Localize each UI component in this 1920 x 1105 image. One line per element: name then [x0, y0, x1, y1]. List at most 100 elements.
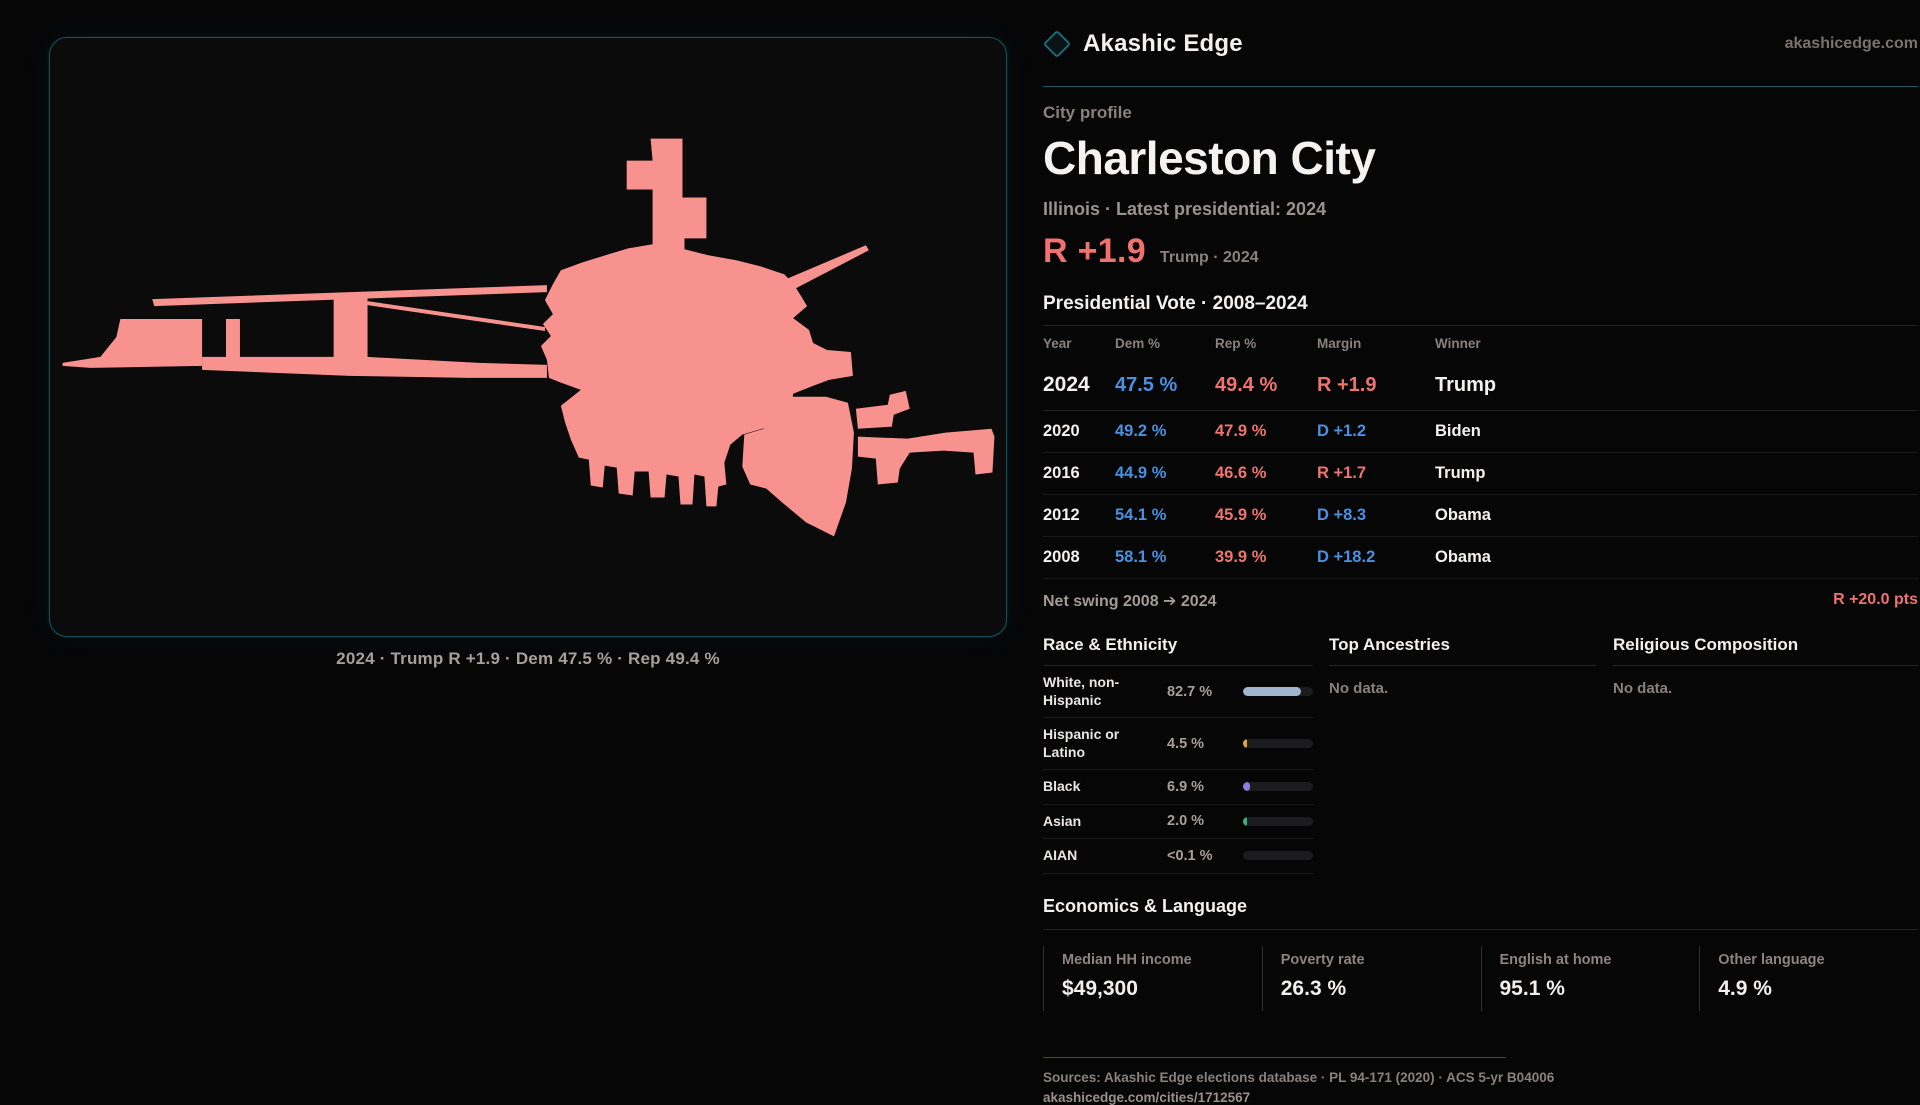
cell-year: 2020 — [1043, 422, 1080, 440]
city-shape-se-main — [742, 396, 854, 537]
stat-median-hh-income: Median HH income $49,300 — [1043, 945, 1262, 1011]
city-shape-west-block — [62, 319, 203, 368]
col-rep: Rep % — [1215, 336, 1257, 351]
cell-year: 2012 — [1043, 506, 1080, 524]
margin-headline-row: R +1.9 Trump · 2024 — [1043, 232, 1918, 271]
cell-margin: R +1.9 — [1317, 374, 1377, 396]
cell-margin: D +18.2 — [1317, 548, 1376, 566]
top-ancestries-title: Top Ancestries — [1329, 627, 1597, 666]
cell-year: 2024 — [1043, 373, 1090, 396]
city-shape-se-hook — [855, 390, 910, 429]
cell-winner: Obama — [1435, 548, 1491, 566]
cell-dem: 58.1 % — [1115, 548, 1167, 566]
net-swing-label: Net swing 2008 ➔ 2024 — [1043, 593, 1217, 610]
race-bar-fill — [1243, 782, 1250, 792]
permalink[interactable]: akashicedge.com/cities/1712567 — [1043, 1089, 1251, 1105]
brand: Akashic Edge — [1042, 29, 1243, 59]
net-swing-value: R +20.0 pts — [1833, 591, 1918, 608]
cell-winner: Biden — [1435, 422, 1481, 440]
stat-english-at-home: English at home 95.1 % — [1480, 945, 1700, 1011]
stat-poverty-rate: Poverty rate 26.3 % — [1261, 945, 1481, 1011]
race-label: Hispanic or Latino — [1043, 726, 1120, 760]
race-bar — [1243, 687, 1313, 696]
col-dem: Dem % — [1115, 336, 1161, 351]
city-shape-west-chunk — [333, 295, 368, 369]
cell-dem: 44.9 % — [1115, 464, 1167, 482]
vote-row-2012: 2012 54.1 % 45.9 % D +8.3 Obama — [1043, 495, 1918, 537]
religion-no-data: No data. — [1613, 680, 1673, 697]
panel-header: Akashic Edge akashicedge.com — [1042, 29, 1918, 87]
vote-row-2016: 2016 44.9 % 46.6 % R +1.7 Trump — [1043, 453, 1918, 495]
eyebrow: City profile — [1043, 103, 1132, 122]
vote-table: Year Dem % Rep % Margin Winner 2024 47.5 … — [1043, 325, 1918, 579]
margin-note: Trump · 2024 — [1159, 249, 1259, 266]
race-bar — [1243, 739, 1313, 748]
race-bar — [1243, 816, 1313, 826]
vote-table-body: 2024 47.5 % 49.4 % R +1.9 Trump 2020 49.2 % 47.… — [1043, 360, 1918, 579]
demographic-columns: Race & Ethnicity White, non-Hispanic 82.7… — [1043, 627, 1918, 874]
cell-rep: 46.6 % — [1215, 464, 1267, 482]
race-value: 4.5 % — [1167, 735, 1205, 752]
cell-dem: 54.1 % — [1115, 506, 1167, 524]
diamond-icon — [1042, 29, 1072, 59]
footer-rule — [1043, 1056, 1506, 1058]
vote-table-title: Presidential Vote · 2008–2024 — [1043, 293, 1308, 314]
race-ethnicity-title: Race & Ethnicity — [1043, 627, 1313, 666]
col-year: Year — [1043, 336, 1072, 351]
stat-value: 26.3 % — [1280, 976, 1347, 1000]
race-label: White, non-Hispanic — [1043, 674, 1120, 708]
cell-margin: D +8.3 — [1317, 506, 1367, 524]
religious-composition-title: Religious Composition — [1613, 627, 1918, 666]
race-value: 2.0 % — [1167, 813, 1205, 830]
city-map — [62, 138, 995, 537]
economics-title: Economics & Language — [1043, 896, 1918, 930]
brand-name: Akashic Edge — [1083, 30, 1243, 57]
race-label: Black — [1043, 778, 1081, 794]
cell-dem: 47.5 % — [1115, 374, 1178, 396]
cell-rep: 47.9 % — [1215, 422, 1267, 440]
stat-label: Poverty rate — [1280, 951, 1365, 968]
race-bar — [1243, 782, 1313, 792]
cell-year: 2016 — [1043, 464, 1080, 482]
vote-table-header: Year Dem % Rep % Margin Winner — [1043, 326, 1918, 360]
city-shape-se-arm — [857, 428, 995, 485]
race-row-white-non-hispanic: White, non-Hispanic 82.7 % — [1043, 666, 1313, 718]
race-bar-fill — [1243, 816, 1247, 826]
race-row-aian: AIAN <0.1 % — [1043, 839, 1313, 874]
stat-value: 4.9 % — [1718, 976, 1772, 1000]
cell-dem: 49.2 % — [1115, 422, 1167, 440]
vote-row-2024: 2024 47.5 % 49.4 % R +1.9 Trump — [1043, 360, 1918, 411]
cell-winner: Trump — [1435, 464, 1486, 482]
vote-row-2008: 2008 58.1 % 39.9 % D +18.2 Obama — [1043, 537, 1918, 579]
stat-label: Median HH income — [1062, 951, 1192, 968]
race-value: <0.1 % — [1167, 847, 1213, 864]
race-bar — [1243, 851, 1313, 861]
ancestries-no-data: No data. — [1329, 680, 1389, 697]
race-row-hispanic-or-latino: Hispanic or Latino 4.5 % — [1043, 718, 1313, 770]
cell-winner: Trump — [1435, 374, 1497, 396]
net-swing-row: Net swing 2008 ➔ 2024 R +20.0 pts — [1043, 579, 1918, 621]
race-value: 6.9 % — [1167, 778, 1205, 795]
brand-domain-link[interactable]: akashicedge.com — [1784, 35, 1918, 52]
stat-value: 95.1 % — [1499, 976, 1565, 1000]
stat-label: Other language — [1718, 951, 1825, 968]
subtitle: Illinois · Latest presidential: 2024 — [1043, 199, 1327, 219]
col-margin: Margin — [1317, 336, 1362, 351]
margin-headline: R +1.9 — [1043, 232, 1146, 270]
cell-winner: Obama — [1435, 506, 1491, 524]
page-title: Charleston City — [1043, 132, 1376, 184]
race-ethnicity-panel: Race & Ethnicity White, non-Hispanic 82.7… — [1043, 627, 1313, 874]
cell-rep: 45.9 % — [1215, 506, 1267, 524]
cell-rep: 39.9 % — [1215, 548, 1267, 566]
top-ancestries-panel: Top Ancestries No data. — [1329, 627, 1597, 874]
cell-margin: R +1.7 — [1317, 464, 1367, 482]
city-profile-page: { "brand": { "name": "Akashic Edge", "do… — [49, 29, 1918, 1105]
race-label: AIAN — [1043, 847, 1078, 863]
vote-row-2020: 2020 49.2 % 47.9 % D +1.2 Biden — [1043, 411, 1918, 453]
city-shape-west-diagonal — [367, 301, 545, 332]
stat-value: $49,300 — [1062, 976, 1138, 1000]
stat-label: English at home — [1499, 951, 1612, 968]
race-value: 82.7 % — [1167, 683, 1213, 700]
race-bar-fill — [1243, 687, 1301, 696]
race-label: Asian — [1043, 812, 1082, 829]
